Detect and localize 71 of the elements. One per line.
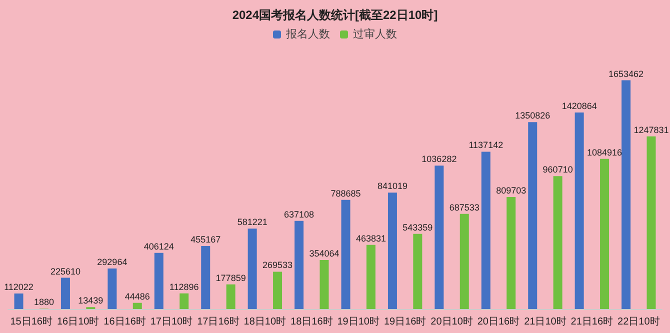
bar	[248, 228, 257, 309]
bar	[226, 284, 236, 309]
x-tick-label: 21日10时	[524, 316, 566, 328]
chart-title: 2024国考报名人数统计[截至22日10时]	[232, 8, 438, 22]
data-label: 1036282	[422, 154, 457, 164]
bar	[622, 80, 631, 309]
bar	[574, 112, 584, 309]
data-label: 841019	[377, 181, 408, 192]
bar	[294, 220, 304, 309]
bar	[320, 260, 329, 309]
data-label: 809703	[496, 185, 526, 196]
data-label: 788685	[330, 188, 361, 198]
data-label: 543359	[402, 222, 433, 232]
data-label: 13439	[78, 296, 104, 306]
data-label: 960710	[542, 164, 573, 175]
bar	[341, 200, 350, 309]
bar	[388, 192, 397, 309]
bar	[180, 293, 189, 309]
legend-label: 过审人数	[353, 28, 397, 40]
data-label: 292964	[97, 256, 128, 267]
x-tick-label: 16日10时	[56, 316, 100, 328]
bar	[14, 294, 24, 309]
data-label: 455167	[190, 234, 221, 245]
data-label: 112022	[4, 282, 34, 292]
data-label: 177859	[216, 272, 246, 283]
bar	[366, 244, 376, 309]
data-label: 44486	[124, 291, 150, 302]
data-label: 1084916	[587, 147, 622, 158]
bar	[481, 152, 490, 309]
bar	[201, 246, 210, 309]
data-label: 1137142	[468, 140, 504, 150]
bar	[132, 302, 142, 309]
data-label: 112896	[169, 282, 199, 292]
x-tick-label: 19日16时	[384, 316, 426, 328]
x-tick-label: 17日16时	[197, 316, 240, 328]
data-label: 463831	[356, 233, 386, 244]
data-label: 637108	[284, 209, 314, 220]
x-tick-label: 18日16时	[290, 316, 333, 328]
bar	[60, 278, 70, 309]
bar	[600, 158, 610, 309]
data-label: 1350826	[515, 110, 550, 121]
data-label: 1420864	[562, 100, 597, 111]
data-label: 1880	[34, 297, 54, 308]
bar	[108, 268, 117, 309]
data-label: 581221	[237, 217, 268, 228]
bar	[460, 214, 469, 309]
x-tick-label: 18日10时	[244, 316, 286, 328]
x-tick-label: 21日16时	[570, 316, 614, 328]
bar	[154, 252, 164, 309]
x-tick-label: 22日10时	[618, 316, 660, 328]
data-label: 406124	[144, 241, 174, 252]
x-tick-label: 15日16时	[10, 316, 52, 328]
x-tick-label: 19日10时	[337, 316, 380, 328]
bar	[553, 176, 562, 309]
data-label: 1247831	[634, 124, 669, 135]
bar	[528, 122, 538, 309]
bar	[506, 196, 516, 309]
x-tick-label: 16日16时	[104, 316, 146, 328]
data-label: 1653462	[608, 68, 644, 79]
x-tick-label: 20日10时	[430, 316, 473, 328]
data-label: 354064	[309, 248, 340, 259]
bar	[646, 136, 656, 309]
x-tick-label: 17日10时	[150, 316, 193, 328]
data-label: 269533	[262, 260, 293, 270]
bar	[434, 166, 444, 309]
legend-label: 报名人数	[285, 28, 330, 40]
data-label: 225610	[50, 266, 80, 276]
bar	[273, 272, 282, 309]
x-tick-label: 20日16时	[477, 316, 520, 328]
bar	[413, 234, 422, 309]
data-label: 687533	[449, 202, 480, 212]
